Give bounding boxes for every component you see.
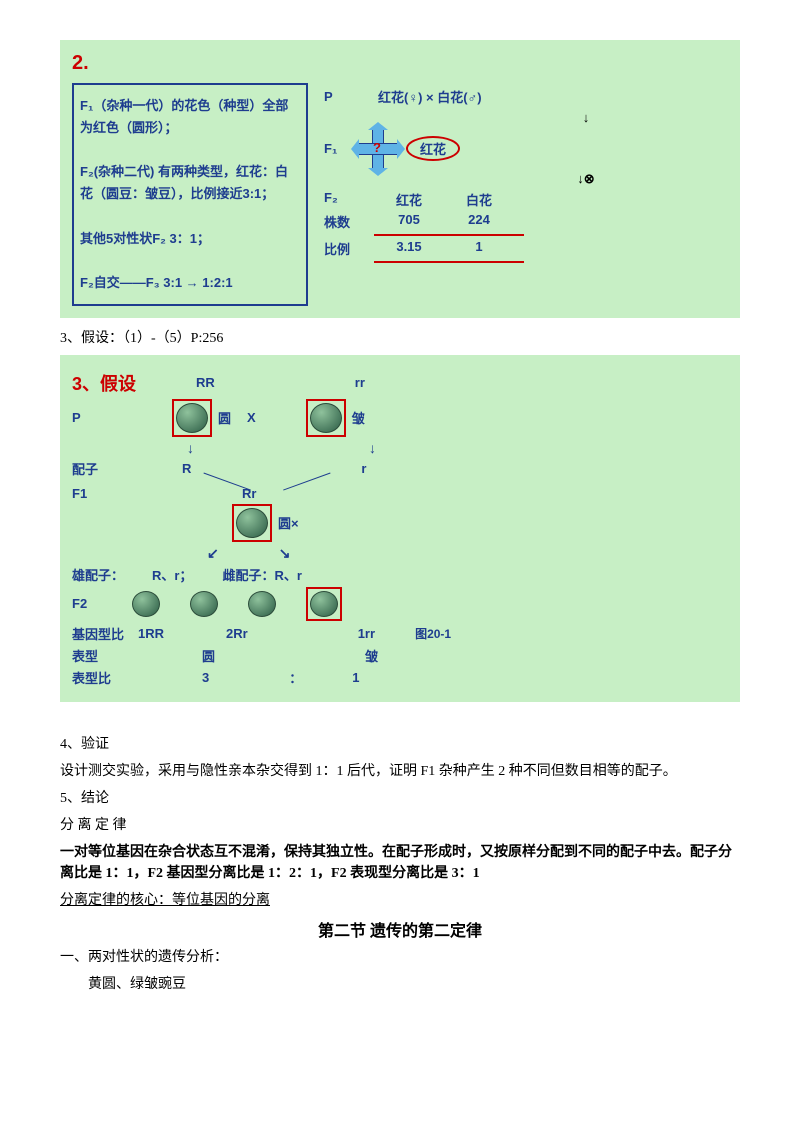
gamete-label: 配子	[72, 459, 132, 478]
F2-white: 白花	[444, 190, 514, 209]
count-label: 株数	[324, 212, 374, 231]
cross-arrows-icon: ?	[358, 129, 396, 167]
sec5-heading: 5、结论	[60, 788, 740, 809]
pheno-round: 圆	[202, 646, 215, 665]
F2-label2: F2	[72, 596, 132, 611]
P-label: P	[324, 89, 352, 104]
male-gamete-val: R、r；	[152, 565, 192, 584]
divider-red	[374, 234, 524, 236]
F2-row: F₂ 红花 白花	[324, 190, 728, 209]
ratio-1: 1	[352, 670, 359, 685]
sec4-heading: 4、验证	[60, 734, 740, 755]
female-gamete-val: R、r	[274, 565, 301, 584]
round-label: 圆	[218, 408, 231, 427]
r-gamete: r	[361, 461, 366, 476]
F1-label2: F1	[72, 486, 132, 501]
count-row: 株数 705 224	[324, 212, 728, 231]
ratio-b: 1	[444, 239, 514, 258]
pea-F2-3	[248, 591, 276, 617]
section2-title: 第二节 遗传的第二定律	[60, 917, 740, 941]
geno-2Rr: 2Rr	[226, 626, 248, 641]
F1-label: F₁	[324, 141, 352, 156]
slide1-body: F₁（杂种一代）的花色（种型）全部为红色（圆形）； F₂(杂种二代) 有两种类型…	[72, 83, 728, 306]
pea-F2-4	[306, 587, 342, 621]
F1-value: 红花	[406, 136, 460, 161]
pheno-ratio-label: 表型比	[72, 668, 132, 687]
pheno-wrinkled: 皱	[365, 646, 378, 665]
left-p1: F₁（杂种一代）的花色（种型）全部为红色（圆形）；	[80, 95, 300, 139]
figure-label: 图20-1	[415, 625, 451, 642]
left-p2: F₂(杂种二代) 有两种类型，红花：白花（圆豆：皱豆），比例接近3:1；	[80, 161, 300, 205]
slide1-diagram: P 红花(♀) × 白花(♂) ↓ F₁ ? 红花 ↓⊗ F₂ 红花 白花 株数…	[324, 83, 728, 306]
ratio-a: 3.15	[374, 239, 444, 258]
F2-red: 红花	[374, 190, 444, 209]
pea-wrinkled-P	[306, 399, 346, 437]
left-p4: F₂自交——F₃ 3:1 → 1:2:1	[80, 272, 300, 294]
sec4-text: 设计测交实验，采用与隐性亲本杂交得到 1：1 后代，证明 F1 杂种产生 2 种…	[60, 761, 740, 782]
phenotype-label: 表型	[72, 646, 132, 665]
pea-F2-2	[190, 591, 218, 617]
ratio-colon: ：	[289, 668, 302, 687]
X-label: X	[247, 410, 256, 425]
divider-red-2	[374, 261, 524, 263]
wrinkled-label: 皱	[352, 408, 365, 427]
pea-F1	[232, 504, 272, 542]
hypothesis-intro: 3、假设：（1）-（5）P:256	[60, 328, 740, 349]
ratio-3: 3	[202, 670, 209, 685]
arrow-icon: ↓	[187, 440, 194, 456]
slide1-title: 2.	[72, 52, 728, 75]
geno-1rr: 1rr	[358, 626, 375, 641]
P-label2: P	[72, 410, 132, 425]
RR-label: RR	[196, 375, 215, 390]
law-core: 分离定律的核心：等位基因的分离	[60, 890, 740, 911]
male-gamete-label: 雄配子：	[72, 565, 132, 584]
genotype-ratio-label: 基因型比	[72, 624, 132, 643]
arrow-icon: ↙	[207, 545, 219, 562]
arrow-icon: ↓	[369, 440, 376, 456]
roundX-label: 圆×	[278, 513, 299, 532]
count-b: 224	[444, 212, 514, 231]
section2-p1: 黄圆、绿皱豌豆	[60, 974, 740, 995]
pea-F2-1	[132, 591, 160, 617]
law-statement: 一对等位基因在杂合状态互不混淆，保持其独立性。在配子形成时，又按原样分配到不同的…	[60, 842, 740, 884]
slide-experiment: 2. F₁（杂种一代）的花色（种型）全部为红色（圆形）； F₂(杂种二代) 有两…	[60, 40, 740, 318]
geno-1RR: 1RR	[138, 626, 164, 641]
female-gamete-label: 雌配子：	[222, 565, 274, 584]
slide-hypothesis: 3、假设 RR rr P 圆 X 皱 ↓↓ 配子 R r F1 Rr 圆× ↙↘…	[60, 355, 740, 702]
rr-label: rr	[355, 375, 365, 390]
slide1-left-box: F₁（杂种一代）的花色（种型）全部为红色（圆形）； F₂(杂种二代) 有两种类型…	[72, 83, 308, 306]
arrow-icon: ↘	[279, 545, 291, 562]
P-cross: 红花(♀) × 白花(♂)	[378, 87, 482, 106]
arrow-down-icon: ↓	[444, 110, 728, 125]
arrow-self-icon: ↓⊗	[444, 171, 728, 187]
section2-h1: 一、两对性状的遗传分析：	[60, 947, 740, 968]
ratio-label: 比例	[324, 239, 374, 258]
count-a: 705	[374, 212, 444, 231]
F2-label: F₂	[324, 190, 374, 209]
ratio-row: 比例 3.15 1	[324, 239, 728, 258]
law-name: 分 离 定 律	[60, 815, 740, 836]
pea-round-P	[172, 399, 212, 437]
left-p3: 其他5对性状F₂ 3：1；	[80, 228, 300, 250]
R-gamete: R	[182, 461, 191, 476]
slide2-title: 3、假设	[72, 370, 136, 396]
